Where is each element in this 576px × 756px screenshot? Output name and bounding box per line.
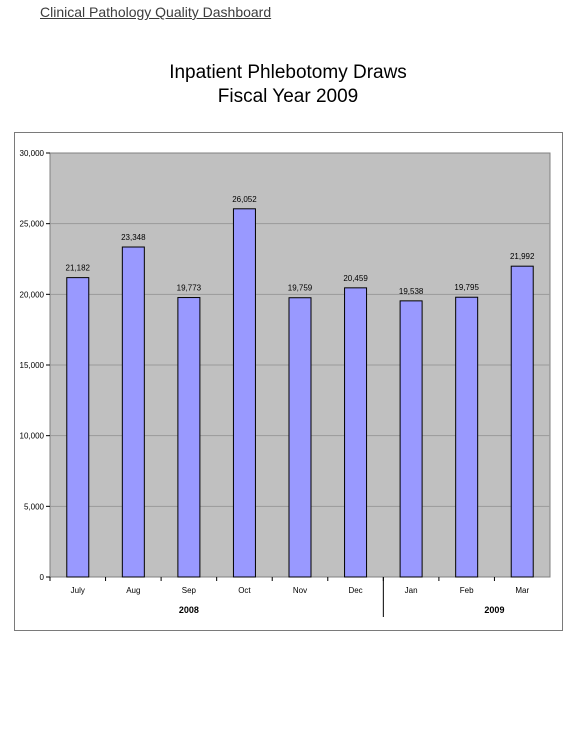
bar xyxy=(288,297,312,578)
x-tick-label: Jan xyxy=(405,586,418,595)
chart-title-line-2: Fiscal Year 2009 xyxy=(217,86,359,107)
data-label: 20,459 xyxy=(343,274,368,283)
y-tick-label: 15,000 xyxy=(20,361,45,370)
bar xyxy=(344,287,368,578)
bar xyxy=(399,300,423,578)
y-tick-label: 30,000 xyxy=(20,149,45,158)
x-tick-label: Nov xyxy=(293,586,307,595)
y-tick-label: 0 xyxy=(40,573,45,582)
year-group-label: 2008 xyxy=(179,605,199,615)
y-tick-label: 5,000 xyxy=(24,502,45,511)
data-label: 19,759 xyxy=(288,284,313,293)
chart-title-line-1: Inpatient Phlebotomy Draws xyxy=(169,62,407,83)
data-label: 21,182 xyxy=(66,264,91,273)
y-tick-label: 25,000 xyxy=(20,220,45,229)
bar-chart: 0 5,000 10,000 15,000 20,000 25,000 30,000 21,1… xyxy=(20,149,551,617)
data-label: 19,773 xyxy=(177,284,202,293)
data-label: 19,795 xyxy=(454,283,479,292)
y-tick-label: 10,000 xyxy=(20,432,45,441)
x-tick-label: Mar xyxy=(515,586,529,595)
x-tick-label: July xyxy=(71,586,85,595)
data-label: 21,992 xyxy=(510,252,535,261)
chart-frame: 0 5,000 10,000 15,000 20,000 25,000 30,000 21,1… xyxy=(14,132,563,631)
x-tick-label: Oct xyxy=(238,586,251,595)
bar xyxy=(66,277,90,578)
bar xyxy=(510,265,534,578)
data-label: 19,538 xyxy=(399,287,424,296)
bar xyxy=(232,208,256,578)
x-tick-label: Sep xyxy=(182,586,197,595)
dashboard-link[interactable]: Clinical Pathology Quality Dashboard xyxy=(40,4,272,20)
x-tick-label: Aug xyxy=(126,586,140,595)
bar xyxy=(177,297,201,578)
y-tick-label: 20,000 xyxy=(20,290,45,299)
x-tick-label: Dec xyxy=(348,586,362,595)
data-label: 23,348 xyxy=(121,233,146,242)
year-group-label: 2009 xyxy=(484,605,504,615)
bar xyxy=(121,246,145,578)
x-tick-label: Feb xyxy=(460,586,474,595)
bar xyxy=(455,296,479,578)
data-label: 26,052 xyxy=(232,195,257,204)
